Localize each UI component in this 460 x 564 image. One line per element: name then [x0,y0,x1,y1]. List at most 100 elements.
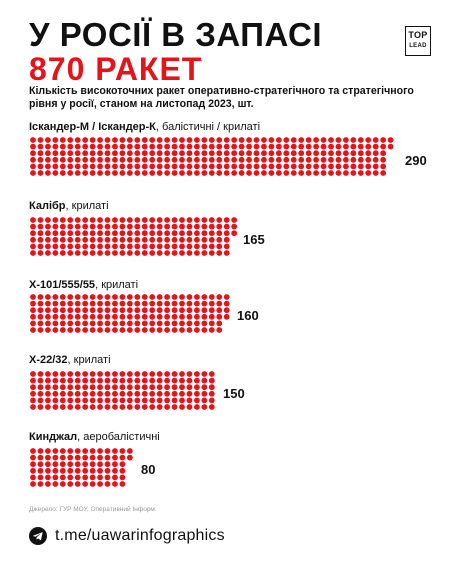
dot [313,137,319,143]
dot [208,243,215,250]
dot [372,150,379,157]
dot [89,320,96,327]
dot [119,327,126,333]
dot [261,137,267,143]
dot [275,137,282,143]
dot [134,320,141,327]
dot [119,404,126,410]
dot [45,156,51,163]
dot [380,137,387,143]
dot [186,404,193,410]
dot [171,327,178,333]
dot [179,313,185,320]
dot [82,230,89,237]
dot [89,454,96,461]
dot [97,481,103,487]
dot [37,404,44,410]
dot [179,397,185,404]
dot [74,230,81,237]
dot [89,384,96,391]
dot [246,170,252,176]
dot [89,327,96,333]
dot [171,156,178,163]
dot [89,230,96,237]
dot [223,217,230,223]
dot [201,150,208,157]
dot [67,454,74,461]
dot [380,170,387,176]
dot [74,307,81,314]
dot [52,236,59,243]
dot [97,404,103,410]
dot [186,313,193,320]
dot [149,170,156,176]
dot [126,307,133,314]
footer: t.me/uawarinfographics [29,526,225,546]
dot [82,243,89,250]
dot [164,307,171,314]
dot [372,163,379,170]
dot [179,320,185,327]
dot [37,223,44,230]
dot [59,163,66,170]
dot [164,327,171,333]
dot [45,137,51,143]
dot [59,217,66,223]
telegram-link[interactable]: t.me/uawarinfographics [55,527,225,544]
dot [216,143,223,150]
dot [357,143,364,150]
dot [82,150,89,157]
dot [119,313,126,320]
dot [45,481,51,487]
dot [82,390,89,397]
dot [171,163,178,170]
dot [30,217,36,223]
dot [171,294,178,300]
dot [126,327,133,333]
dot [186,377,193,384]
chart-subtitle: Кількість високоточних ракет оперативно-… [29,85,414,110]
dot [149,327,156,333]
category-label-1: Калібр, крилаті [29,200,109,212]
dot [387,137,394,143]
dot [97,243,103,250]
dot [201,307,208,314]
dot [82,397,89,404]
dot [89,223,96,230]
dot [141,170,148,176]
dot [104,454,111,461]
dot [208,223,215,230]
dot [141,397,148,404]
dot [171,384,178,391]
dot [52,461,59,468]
dot [104,163,111,170]
dot [97,320,103,327]
dot [104,448,111,454]
dot [89,156,96,163]
dot [357,150,364,157]
dot [37,327,44,333]
dot [97,163,103,170]
dot [149,230,156,237]
dot [372,143,379,150]
dot [104,230,111,237]
dot [328,163,334,170]
dot [156,170,163,176]
dot [74,467,81,474]
dot [305,150,312,157]
dot [37,397,44,404]
dot [30,448,36,454]
dot [119,454,126,461]
dot [104,377,111,384]
dot [141,223,148,230]
dot [45,163,51,170]
dot [126,397,133,404]
logo-top-text: TOP [408,30,428,40]
dot [59,236,66,243]
dot [380,156,387,163]
dot [216,300,223,307]
dot [30,223,36,230]
dot [67,327,74,333]
dot [350,156,357,163]
dot [52,230,59,237]
